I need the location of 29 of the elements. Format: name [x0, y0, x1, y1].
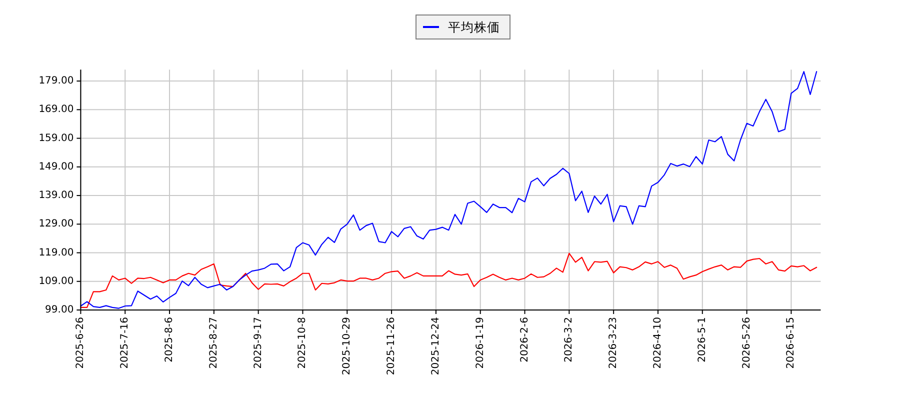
y-tick-label: 159.00: [38, 132, 74, 144]
y-tick-label: 179.00: [38, 76, 74, 87]
x-tick-label: 2026-1-19: [474, 317, 486, 369]
legend-label: 平均株価: [448, 20, 500, 34]
x-tick-label: 2026-2-6: [519, 317, 530, 362]
x-tick-label: 2025-10-29: [342, 317, 353, 376]
x-tick-label: 2025-9-17: [252, 317, 264, 369]
y-tick-label: 109.00: [38, 276, 74, 287]
x-tick-label: 2025-12-24: [430, 317, 442, 376]
y-tick-label: 99.00: [45, 304, 74, 316]
y-tick-label: 139.00: [38, 190, 74, 202]
y-tick-label: 149.00: [38, 161, 74, 172]
line-series: [80, 71, 818, 309]
x-tick-label: 2025-8-27: [208, 317, 220, 369]
y-tick-label: 129.00: [38, 218, 74, 230]
x-tick-label: 2025-10-8: [297, 317, 308, 369]
x-tick-label: 2026-5-26: [741, 317, 752, 369]
y-tick-label: 169.00: [38, 104, 74, 116]
x-tick-label: 2026-6-15: [786, 317, 797, 369]
x-tick-label: 2025-7-16: [120, 317, 131, 369]
x-tick-label: 2025-11-26: [386, 317, 398, 376]
y-tick-label: 119.00: [38, 247, 74, 258]
x-tick-label: 2025-8-6: [164, 317, 176, 362]
x-tick-label: 2026-3-23: [608, 317, 620, 369]
x-tick-label: 2026-3-2: [564, 317, 575, 362]
line-series: [80, 252, 818, 308]
x-tick-label: 2026-4-10: [652, 317, 664, 369]
x-tick-label: 2026-5-1: [696, 317, 708, 362]
x-tick-label: 2025-6-26: [75, 317, 86, 369]
